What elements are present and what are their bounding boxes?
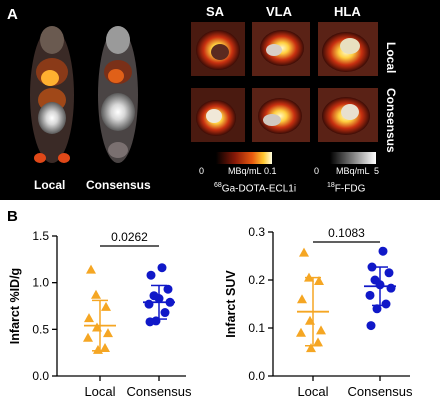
whole-body-label-consensus: Consensus <box>86 178 151 192</box>
y-tick-label: 0.1 <box>248 321 265 335</box>
data-point-consensus <box>160 308 170 318</box>
colorbar-ga-unit: MBq/mL <box>228 166 262 176</box>
y-tick-label: 0.0 <box>248 369 265 383</box>
row-label-local: Local <box>384 42 398 74</box>
colorbar-fdg-tracer-isotope: 18 <box>327 182 335 189</box>
x-tick-label: Local <box>297 384 328 399</box>
data-point-consensus <box>367 262 377 272</box>
data-point-local <box>101 301 111 311</box>
cardiac-view-local-vla <box>252 22 310 76</box>
whole-body-image-local <box>30 26 74 163</box>
p-value-label: 0.1083 <box>328 226 365 240</box>
data-point-consensus <box>366 321 376 331</box>
data-point-consensus <box>157 263 167 273</box>
data-point-consensus <box>375 280 385 290</box>
row-label-consensus: Consensus <box>384 88 398 153</box>
cardiac-view-consensus-hla <box>318 88 378 142</box>
y-tick-label: 0.0 <box>32 369 49 383</box>
data-point-consensus <box>163 284 173 294</box>
data-point-consensus <box>386 283 396 293</box>
y-tick-label: 1.5 <box>32 229 49 243</box>
colorbar-ga-tracer: 68Ga-DOTA-ECL1i <box>214 182 296 194</box>
x-tick-label: Consensus <box>126 384 192 399</box>
cardiac-view-local-sa <box>191 22 245 76</box>
pet-image-panel: A Local Consensus SA VLA HLA Local Conse… <box>0 0 440 200</box>
colorbar-fdg-tracer: 18F-FDG <box>327 182 365 194</box>
data-point-local <box>100 343 110 352</box>
y-tick-label: 0.5 <box>32 322 49 336</box>
data-point-consensus <box>146 270 156 280</box>
data-point-consensus <box>372 304 382 314</box>
data-point-local <box>86 264 96 274</box>
data-point-consensus <box>378 246 388 256</box>
data-point-local <box>93 344 103 354</box>
data-point-local <box>313 337 323 347</box>
data-point-local <box>306 343 316 353</box>
view-header-hla: HLA <box>334 4 361 19</box>
data-point-local <box>84 313 94 323</box>
y-tick-label: 1.0 <box>32 276 49 290</box>
cardiac-view-local-hla <box>318 22 378 76</box>
y-axis-label: Infarct %ID/g <box>8 268 22 344</box>
data-point-local <box>316 325 326 335</box>
x-tick-label: Consensus <box>347 384 413 399</box>
colorbar-ga-min: 0 <box>199 166 205 176</box>
y-tick-label: 0.3 <box>248 225 265 239</box>
data-point-consensus <box>384 268 394 278</box>
data-point-consensus <box>381 299 391 309</box>
colorbar-ga <box>216 152 272 164</box>
data-point-local <box>299 247 309 257</box>
cardiac-view-consensus-vla <box>252 88 310 142</box>
chart-infarct-idg: 0.0 0.5 1.0 1.5 Infarct %ID/g Local Consensus 0… <box>8 229 192 399</box>
chart-infarct-suv: 0.0 0.1 0.2 0.3 Infarct SUV Local Consensus 0.1… <box>224 225 413 399</box>
data-point-consensus <box>145 317 155 327</box>
x-tick-label: Local <box>84 384 115 399</box>
data-point-local <box>83 332 93 342</box>
y-tick-label: 0.2 <box>248 273 265 287</box>
colorbar-fdg <box>330 152 376 164</box>
data-point-consensus <box>165 297 175 307</box>
data-point-local <box>91 289 101 299</box>
colorbar-fdg-tracer-name: F-FDG <box>334 183 366 195</box>
colorbar-ga-tracer-name: Ga-DOTA-ECL1i <box>221 183 297 195</box>
panel-letter-b: B <box>7 208 18 225</box>
colorbar-ga-max: 0.1 <box>264 166 277 176</box>
data-point-local <box>103 328 113 338</box>
cardiac-view-consensus-sa <box>191 88 245 142</box>
pet-images <box>30 22 378 164</box>
data-point-local <box>314 275 324 285</box>
data-point-consensus <box>154 294 164 304</box>
data-point-consensus <box>365 290 375 300</box>
data-point-local <box>304 272 314 282</box>
data-point-local <box>305 315 315 325</box>
colorbar-ga-tracer-isotope: 68 <box>214 182 222 189</box>
colorbar-fdg-min: 0 <box>314 166 320 176</box>
panel-letter-a: A <box>7 6 18 23</box>
y-axis-label: Infarct SUV <box>224 270 238 338</box>
view-header-sa: SA <box>206 4 225 19</box>
data-point-local <box>296 327 306 337</box>
whole-body-label-local: Local <box>34 178 66 192</box>
data-point-consensus <box>144 299 154 309</box>
view-header-vla: VLA <box>266 4 292 19</box>
data-point-local <box>297 294 307 304</box>
whole-body-image-consensus <box>98 26 138 163</box>
data-point-local <box>92 322 102 332</box>
colorbar-fdg-max: 5 <box>374 166 380 176</box>
p-value-label: 0.0262 <box>111 230 148 244</box>
colorbar-fdg-unit: MBq/mL <box>336 166 370 176</box>
